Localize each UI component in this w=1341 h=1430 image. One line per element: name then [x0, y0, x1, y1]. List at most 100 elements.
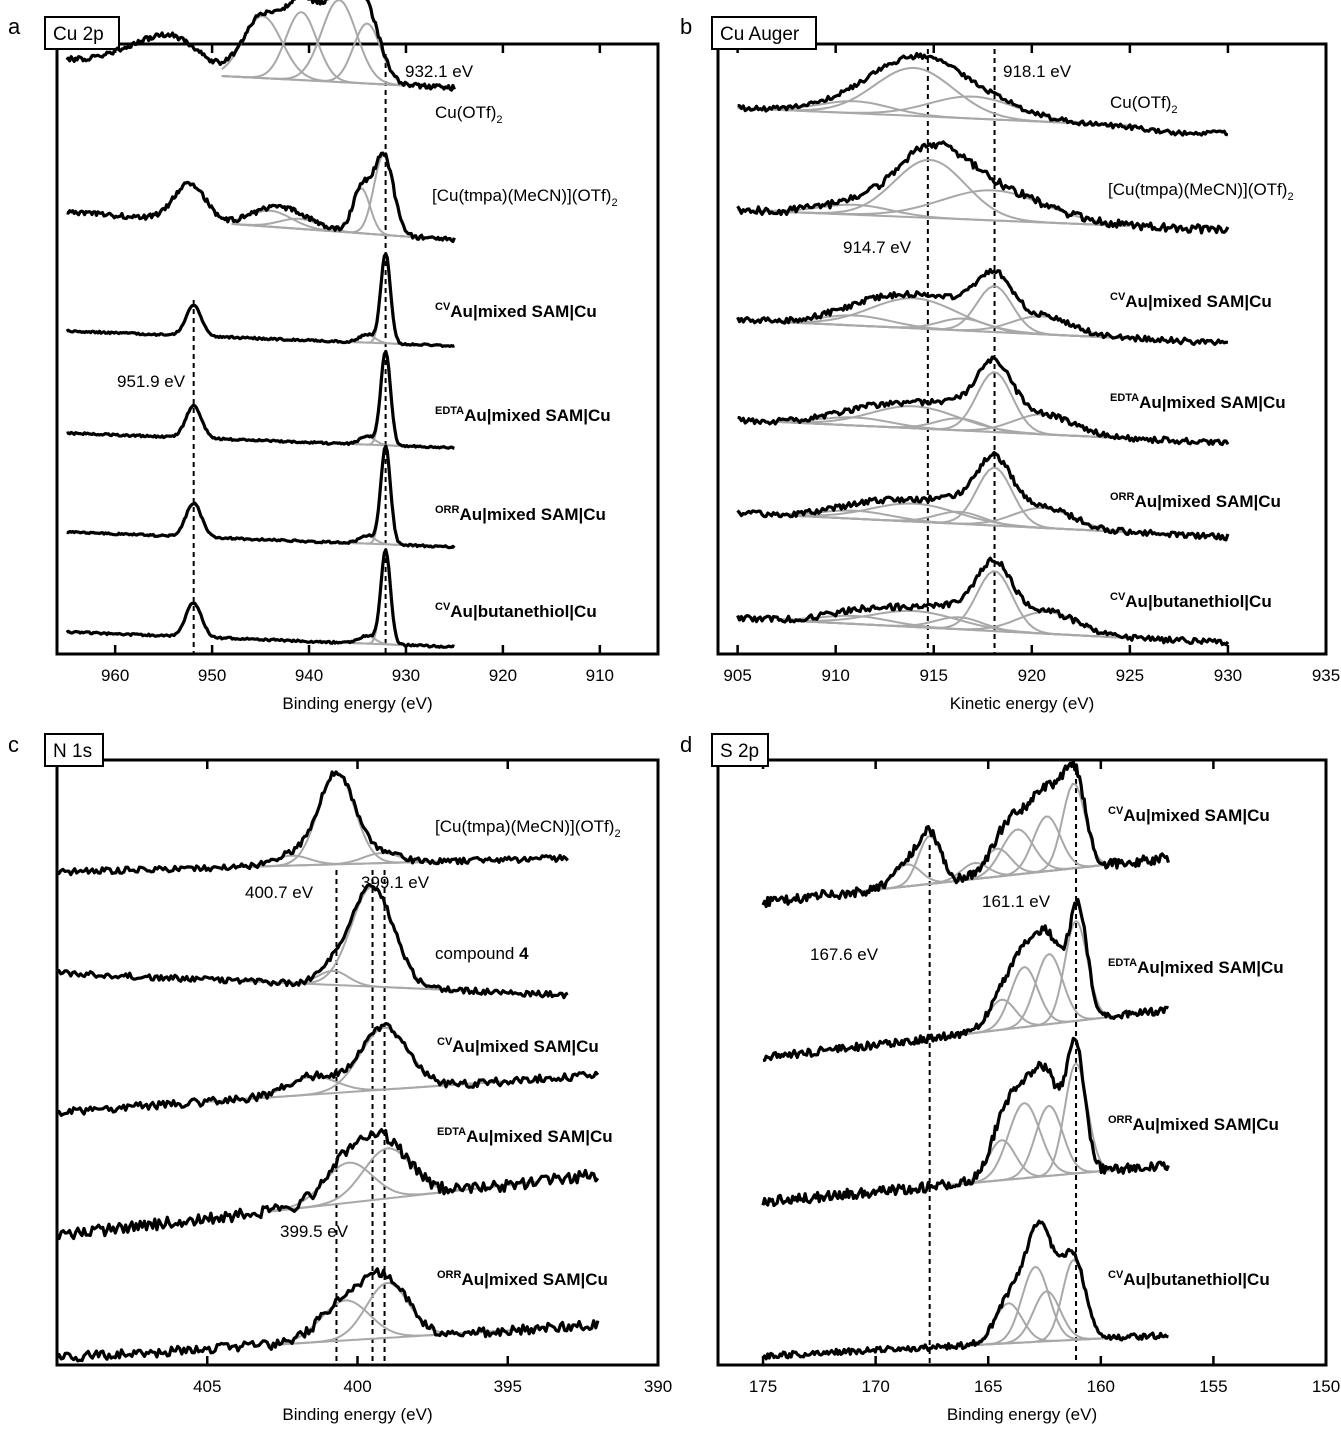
series-label: EDTAAu|mixed SAM|Cu	[1110, 392, 1286, 412]
panel-letter: d	[680, 732, 692, 757]
x-tick-label: 165	[974, 1377, 1002, 1396]
spectrum-line	[761, 1219, 1169, 1361]
panel-c: 405 400 395 390 Binding energy (eV) c N 1s 400.…	[8, 732, 672, 1424]
panel-letter: b	[680, 14, 692, 39]
energy-annotation: 161.1 eV	[982, 892, 1051, 911]
energy-annotation: 918.1 eV	[1003, 62, 1072, 81]
spectrum-4: EDTAAu|mixed SAM|Cu	[737, 355, 1286, 447]
series-label: CVAu|mixed SAM|Cu	[1108, 805, 1270, 825]
series-label: EDTAAu|mixed SAM|Cu	[1108, 957, 1284, 977]
spectrum-line	[737, 51, 1229, 137]
series-label: CVAu|mixed SAM|Cu	[437, 1036, 599, 1056]
x-axis-label: Binding energy (eV)	[947, 1405, 1097, 1424]
x-tick-label: 910	[586, 666, 614, 685]
fit-component	[267, 1299, 538, 1346]
fit-component	[221, 22, 407, 86]
fit-component	[267, 1281, 538, 1347]
series-label: [Cu(tmpa)(MeCN)](OTf)2	[1108, 180, 1294, 203]
fit-component	[237, 885, 478, 993]
spectrum-line	[761, 1036, 1170, 1208]
series-label: ORRAu|mixed SAM|Cu	[435, 504, 606, 524]
spectrum-3: CVAu|mixed SAM|Cu	[736, 267, 1272, 346]
spectrum-2: compound 4	[55, 882, 569, 1000]
x-tick-label: 950	[198, 666, 226, 685]
spectrum-line	[736, 140, 1230, 235]
energy-annotation: 167.6 eV	[810, 945, 879, 964]
x-axis-label: Binding energy (eV)	[282, 1405, 432, 1424]
panel-a: 960 950 940 930 920 910 Binding energy (eV) a Cu…	[8, 0, 660, 713]
panel-title: N 1s	[53, 741, 92, 762]
spectrum-1: Cu(OTf)2	[65, 0, 503, 126]
x-tick-label: 160	[1087, 1377, 1115, 1396]
series-label: Cu(OTf)2	[1110, 93, 1178, 116]
fit-component	[776, 371, 1130, 440]
x-tick-label: 925	[1116, 666, 1144, 685]
spectrum-line	[736, 556, 1230, 647]
x-tick-label: 920	[489, 666, 517, 685]
fit-component	[221, 11, 407, 87]
x-axis-label: Kinetic energy (eV)	[950, 694, 1095, 713]
plot-frame	[716, 42, 1328, 656]
energy-annotation: 951.9 eV	[117, 372, 186, 391]
spectrum-line	[55, 1127, 600, 1241]
spectrum-1: CVAu|mixed SAM|Cu	[761, 759, 1270, 909]
fit-component	[943, 1062, 1124, 1187]
energy-annotation: 914.7 eV	[843, 238, 912, 257]
panel-title: S 2p	[720, 741, 759, 762]
series-label: EDTAAu|mixed SAM|Cu	[435, 405, 611, 425]
panel-letter: c	[8, 732, 19, 757]
series-label: CVAu|butanethiol|Cu	[1110, 591, 1272, 611]
spectrum-2: EDTAAu|mixed SAM|Cu	[762, 897, 1284, 1063]
energy-annotation: 399.5 eV	[280, 1222, 349, 1241]
fit-component	[853, 782, 1124, 894]
spectrum-4: EDTAAu|mixed SAM|Cu	[55, 1126, 613, 1241]
spectrum-2: [Cu(tmpa)(MeCN)](OTf)2	[736, 140, 1294, 235]
series-label: CVAu|mixed SAM|Cu	[435, 301, 597, 321]
series-label: [Cu(tmpa)(MeCN)](OTf)2	[435, 817, 621, 840]
series-label: EDTAAu|mixed SAM|Cu	[437, 1126, 613, 1146]
series-label: CVAu|butanethiol|Cu	[1108, 1269, 1270, 1289]
energy-annotation: 399.1 eV	[361, 873, 430, 892]
panel-title-box	[44, 733, 104, 767]
plot-frame	[716, 758, 1328, 1367]
panel-d: 175 170 165 160 155 150 Binding energy (eV) d S …	[680, 732, 1340, 1424]
plot-frame	[55, 42, 660, 656]
fit-component	[776, 413, 1130, 440]
x-tick-label: 175	[749, 1377, 777, 1396]
spectrum-line	[66, 444, 456, 550]
x-tick-label: 405	[193, 1377, 221, 1396]
x-tick-label: 395	[494, 1377, 522, 1396]
x-tick-label: 920	[1018, 666, 1046, 685]
series-label: CVAu|mixed SAM|Cu	[1110, 291, 1272, 311]
panel-letter: a	[8, 14, 21, 39]
panel-title: Cu Auger	[720, 24, 800, 45]
x-tick-label: 150	[1312, 1377, 1340, 1396]
spectrum-1: Cu(OTf)2	[737, 51, 1229, 137]
spectrum-line	[55, 1267, 600, 1363]
series-label: Cu(OTf)2	[435, 103, 503, 126]
panel-title-box	[44, 16, 120, 50]
spectrum-line	[65, 548, 455, 649]
x-tick-label: 910	[821, 666, 849, 685]
spectrum-line	[737, 355, 1230, 447]
x-tick-label: 930	[1214, 666, 1242, 685]
spectrum-3: CVAu|mixed SAM|Cu	[65, 252, 597, 348]
spectrum-4: EDTAAu|mixed SAM|Cu	[66, 349, 611, 450]
series-label: [Cu(tmpa)(MeCN)](OTf)2	[432, 186, 618, 209]
spectrum-line	[736, 451, 1230, 542]
spectrum-line	[55, 882, 569, 1000]
x-tick-label: 960	[101, 666, 129, 685]
spectrum-1: [Cu(tmpa)(MeCN)](OTf)2	[55, 770, 621, 877]
series-label: ORRAu|mixed SAM|Cu	[437, 1269, 608, 1289]
spectrum-line	[761, 759, 1170, 909]
spectrum-line	[66, 151, 456, 244]
x-tick-label: 170	[861, 1377, 889, 1396]
panel-b: 905 910 915 920 925 930 935 Kinetic energy (eV)…	[680, 14, 1340, 713]
series-label: ORRAu|mixed SAM|Cu	[1108, 1114, 1279, 1134]
spectrum-3: CVAu|mixed SAM|Cu	[57, 1021, 600, 1117]
x-axis-label: Binding energy (eV)	[282, 694, 432, 713]
spectrum-line	[65, 252, 455, 348]
x-tick-label: 390	[644, 1377, 672, 1396]
fit-component	[853, 834, 1124, 894]
